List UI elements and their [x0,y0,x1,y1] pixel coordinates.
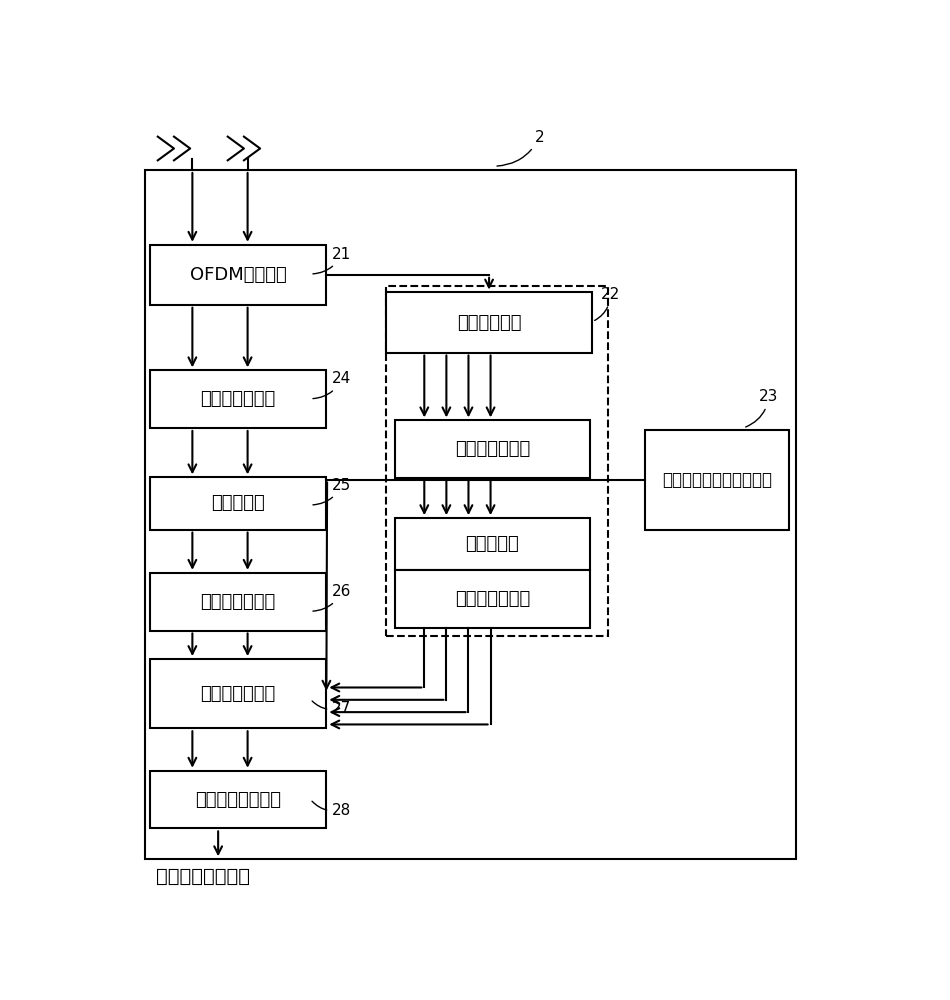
FancyBboxPatch shape [144,170,796,859]
FancyBboxPatch shape [386,286,608,636]
Text: 多天线解调模块: 多天线解调模块 [200,685,276,703]
FancyBboxPatch shape [150,659,327,728]
FancyBboxPatch shape [150,771,327,828]
Text: 频域解交织模块: 频域解交织模块 [455,440,530,458]
FancyBboxPatch shape [150,573,327,631]
FancyBboxPatch shape [150,477,327,530]
FancyBboxPatch shape [150,245,327,305]
FancyBboxPatch shape [395,570,590,628]
Text: 时间解交织模块: 时间解交织模块 [200,593,276,611]
Text: 频域解交织模块: 频域解交织模块 [200,390,276,408]
FancyBboxPatch shape [395,518,590,570]
FancyBboxPatch shape [395,420,590,478]
Text: 帧提取模块: 帧提取模块 [211,494,265,512]
Text: 23: 23 [746,389,779,427]
Text: 24: 24 [313,371,352,399]
Text: 27: 27 [313,701,352,716]
Text: 解调串行数据序列: 解调串行数据序列 [156,867,250,886]
Text: OFDM解调模块: OFDM解调模块 [190,266,286,284]
Text: 多天线信道矩阵处理模块: 多天线信道矩阵处理模块 [662,471,772,489]
Text: 信道估计模块: 信道估计模块 [457,314,522,332]
Text: 22: 22 [595,287,620,320]
Text: 21: 21 [313,247,352,274]
FancyBboxPatch shape [150,370,327,428]
FancyBboxPatch shape [386,292,592,353]
Text: 时间解交织模块: 时间解交织模块 [455,590,530,608]
Text: 28: 28 [312,801,352,818]
Text: 帧提取模块: 帧提取模块 [466,535,520,553]
FancyBboxPatch shape [645,430,788,530]
Text: 25: 25 [313,478,352,505]
Text: 2: 2 [497,130,544,166]
Text: 双天线解映射模块: 双天线解映射模块 [195,791,281,809]
Text: 26: 26 [313,584,352,611]
